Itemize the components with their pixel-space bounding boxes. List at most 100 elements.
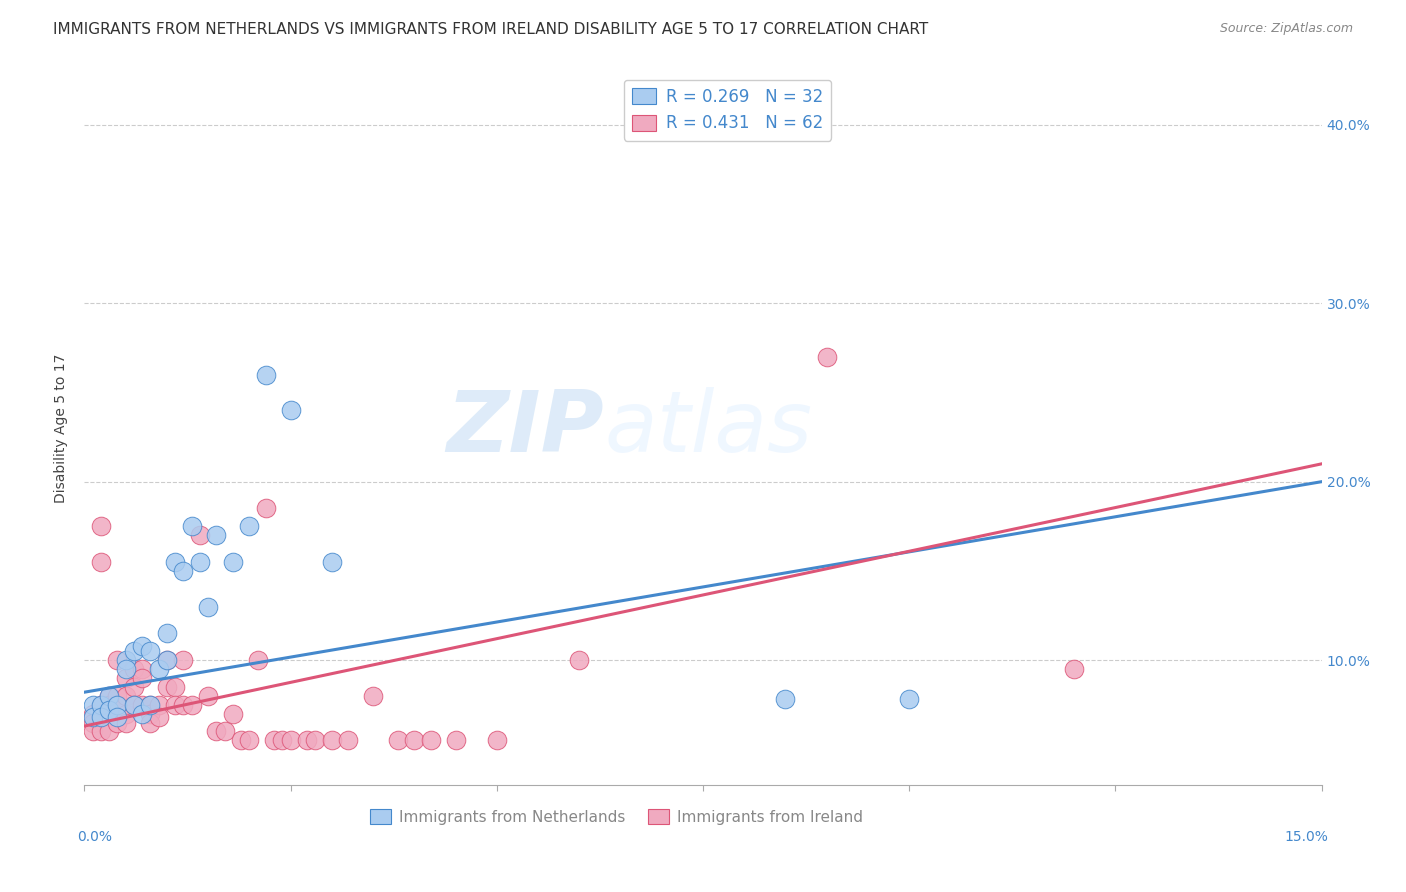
Point [122,644,145,658]
Point [165,680,187,694]
Point [122,698,145,712]
Point [180,519,202,533]
Point [361,689,384,703]
Point [148,710,170,724]
Point [404,733,426,747]
Point [188,555,211,569]
Point [114,715,136,730]
Point [114,706,136,721]
Point [188,528,211,542]
Point [238,733,260,747]
Point [139,706,162,721]
Point [82,698,104,712]
Text: 0.0%: 0.0% [77,830,112,844]
Point [222,706,245,721]
Point [122,698,145,712]
Point [82,715,104,730]
Point [105,689,128,703]
Point [131,662,153,676]
Point [295,733,318,747]
Point [98,724,121,739]
Point [304,733,326,747]
Point [122,662,145,676]
Point [90,698,112,712]
Point [105,653,128,667]
Point [131,639,153,653]
Point [90,519,112,533]
Point [197,599,219,614]
Legend: Immigrants from Netherlands, Immigrants from Ireland: Immigrants from Netherlands, Immigrants … [364,803,869,830]
Point [197,689,219,703]
Point [98,698,121,712]
Point [387,733,409,747]
Point [98,689,121,703]
Point [165,555,187,569]
Point [131,706,153,721]
Point [105,710,128,724]
Point [98,689,121,703]
Point [114,671,136,685]
Point [156,680,179,694]
Point [172,698,194,712]
Point [114,653,136,667]
Point [485,733,508,747]
Point [105,698,128,712]
Point [337,733,360,747]
Point [254,368,277,382]
Point [139,715,162,730]
Point [238,519,260,533]
Point [280,403,302,417]
Point [131,671,153,685]
Point [444,733,467,747]
Point [1063,662,1085,676]
Point [222,555,245,569]
Point [82,706,104,721]
Point [898,692,921,706]
Point [419,733,441,747]
Point [139,644,162,658]
Point [131,698,153,712]
Point [90,724,112,739]
Point [105,715,128,730]
Point [246,653,269,667]
Point [271,733,294,747]
Text: Source: ZipAtlas.com: Source: ZipAtlas.com [1219,22,1353,36]
Text: atlas: atlas [605,386,813,470]
Point [205,724,228,739]
Point [205,528,228,542]
Point [254,501,277,516]
Point [321,555,343,569]
Point [82,724,104,739]
Point [165,698,187,712]
Point [114,689,136,703]
Point [90,555,112,569]
Point [139,698,162,712]
Point [229,733,252,747]
Point [180,698,202,712]
Point [214,724,236,739]
Point [90,698,112,712]
Point [139,698,162,712]
Point [82,710,104,724]
Point [156,653,179,667]
Point [815,350,838,364]
Point [98,703,121,717]
Point [172,653,194,667]
Text: IMMIGRANTS FROM NETHERLANDS VS IMMIGRANTS FROM IRELAND DISABILITY AGE 5 TO 17 CO: IMMIGRANTS FROM NETHERLANDS VS IMMIGRANT… [53,22,929,37]
Point [280,733,302,747]
Point [172,564,194,578]
Point [321,733,343,747]
Point [263,733,285,747]
Point [148,662,170,676]
Point [775,692,797,706]
Y-axis label: Disability Age 5 to 17: Disability Age 5 to 17 [55,353,69,503]
Point [568,653,591,667]
Point [122,680,145,694]
Point [90,710,112,724]
Point [156,653,179,667]
Point [114,662,136,676]
Text: 15.0%: 15.0% [1285,830,1329,844]
Point [156,626,179,640]
Text: ZIP: ZIP [446,386,605,470]
Point [98,703,121,717]
